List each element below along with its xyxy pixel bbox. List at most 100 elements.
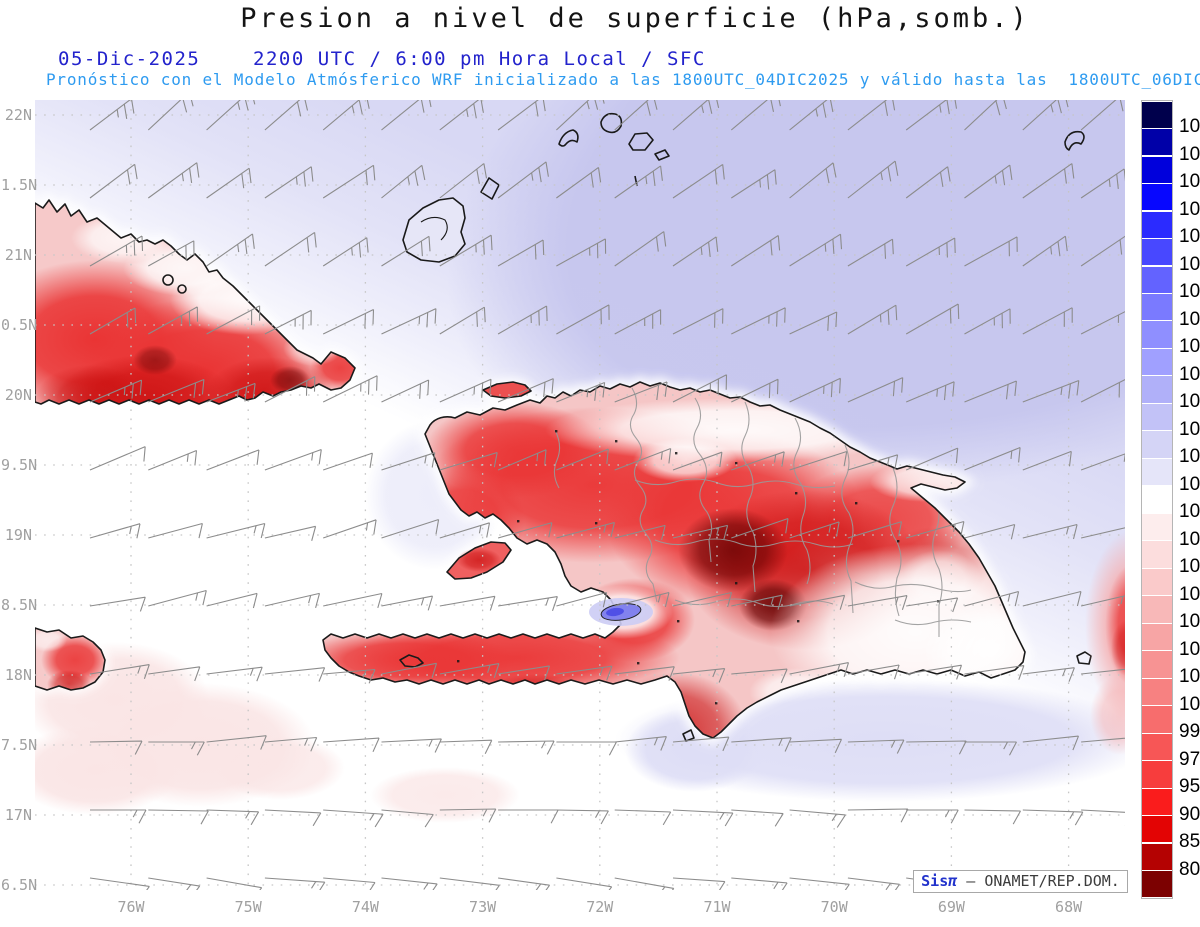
wind-barb	[964, 380, 1017, 403]
wind-barb	[556, 741, 617, 756]
wind-barb	[847, 664, 900, 680]
lon-label: 74W	[351, 898, 379, 916]
wind-barb	[498, 740, 555, 755]
wind-barb	[672, 809, 734, 827]
lat-label: 7.5N	[1, 736, 38, 754]
lon-label: 70W	[820, 898, 848, 916]
wind-barb	[614, 165, 663, 199]
wind-barb	[439, 163, 488, 199]
wind-barb	[498, 809, 559, 824]
wind-barb	[206, 305, 261, 335]
branding-box: Sisπ – ONAMET/REP.DOM.	[913, 870, 1128, 893]
wind-barb	[1022, 667, 1075, 682]
wind-barb	[672, 308, 724, 335]
colorbar-segment	[1142, 843, 1172, 870]
wind-barb	[906, 809, 959, 824]
lon-label: 69W	[937, 898, 965, 916]
brand-onamet: – ONAMET/REP.DOM.	[957, 872, 1120, 890]
wind-barb	[906, 740, 967, 755]
wind-barb	[322, 237, 369, 267]
wind-barb	[264, 309, 312, 335]
wind-barb	[731, 594, 783, 610]
wind-barb	[206, 382, 256, 403]
wind-barb	[89, 163, 138, 199]
wind-barb	[264, 376, 316, 403]
wind-barb	[439, 100, 484, 131]
ocean-pink-patch	[215, 736, 345, 800]
wind-barb	[381, 809, 434, 828]
wind-barb	[1022, 735, 1080, 751]
wind-barb	[497, 100, 546, 131]
wind-barb	[89, 307, 137, 335]
wind-barb	[322, 309, 375, 335]
wind-barb	[1022, 809, 1084, 826]
page-title: Presion a nivel de superficie (hPa,somb.…	[240, 3, 1030, 34]
colorbar-tick-label: 950	[1179, 776, 1200, 798]
colorbar-tick-label: 800	[1179, 858, 1200, 880]
colorbar-segment	[1142, 129, 1172, 156]
colorbar-tick-label: 1014	[1179, 473, 1200, 495]
wind-barb	[206, 809, 260, 826]
wind-barb	[789, 809, 846, 828]
wind-barb	[1022, 235, 1068, 267]
wind-barb	[731, 517, 789, 539]
wind-barb	[439, 234, 493, 267]
wind-barb	[789, 662, 850, 678]
wind-barb	[789, 877, 850, 890]
colorbar-tick-label: 1040	[1179, 143, 1200, 165]
lat-label: 18N	[4, 666, 32, 684]
wind-barb	[672, 877, 726, 890]
wind-barb	[847, 521, 903, 539]
wind-barb	[789, 233, 843, 267]
wind-barb	[148, 449, 198, 471]
wind-barb	[148, 809, 209, 825]
wind-barb	[672, 163, 725, 199]
lat-label: 8.5N	[1, 596, 38, 614]
wind-barb	[439, 808, 497, 823]
wind-barb	[847, 808, 909, 823]
colorbar-segment	[1142, 733, 1172, 761]
wind-barb	[381, 738, 442, 753]
wind-barb	[148, 877, 201, 890]
wind-barb	[323, 877, 376, 890]
wind-barb	[731, 737, 792, 752]
wind-barb	[439, 306, 486, 335]
wind-barb	[731, 668, 788, 684]
wind-barb	[964, 523, 1016, 540]
wind-barb	[789, 738, 842, 754]
lon-label: 72W	[586, 898, 614, 916]
wind-barb	[964, 100, 1007, 131]
lat-label: 0.5N	[1, 316, 38, 334]
wind-barb	[381, 662, 438, 678]
colorbar-segment	[1142, 541, 1172, 568]
pressure-map-canvas	[35, 100, 1125, 890]
wind-barb	[906, 597, 959, 613]
wind-barb	[556, 521, 615, 539]
wind-barb	[556, 448, 609, 471]
lon-label: 71W	[703, 898, 731, 916]
wind-barb	[614, 666, 675, 681]
wind-barb	[89, 664, 150, 679]
wind-barb	[672, 524, 729, 541]
brand-pi-symbol: π	[948, 872, 958, 890]
wind-barb	[206, 666, 263, 682]
wind-barb	[147, 162, 200, 199]
colorbar-tick-label: 1019	[1179, 336, 1200, 358]
wind-barb	[323, 452, 373, 471]
wind-barbs	[89, 100, 1125, 890]
wind-barb	[556, 304, 610, 335]
wind-barb	[847, 100, 896, 131]
colorbar-tick-label: 1000	[1179, 693, 1200, 715]
wind-barb	[323, 809, 384, 828]
wind-barb	[381, 595, 434, 611]
wind-barb	[381, 235, 431, 267]
wind-barb	[614, 736, 667, 751]
wind-barb	[1081, 809, 1125, 826]
wind-barb	[497, 239, 545, 267]
wind-barb	[497, 305, 548, 335]
wind-barb	[498, 596, 558, 611]
wind-barb	[1081, 737, 1125, 743]
wind-barb	[964, 164, 1013, 199]
colorbar-tick-label: 1035	[1179, 171, 1200, 193]
